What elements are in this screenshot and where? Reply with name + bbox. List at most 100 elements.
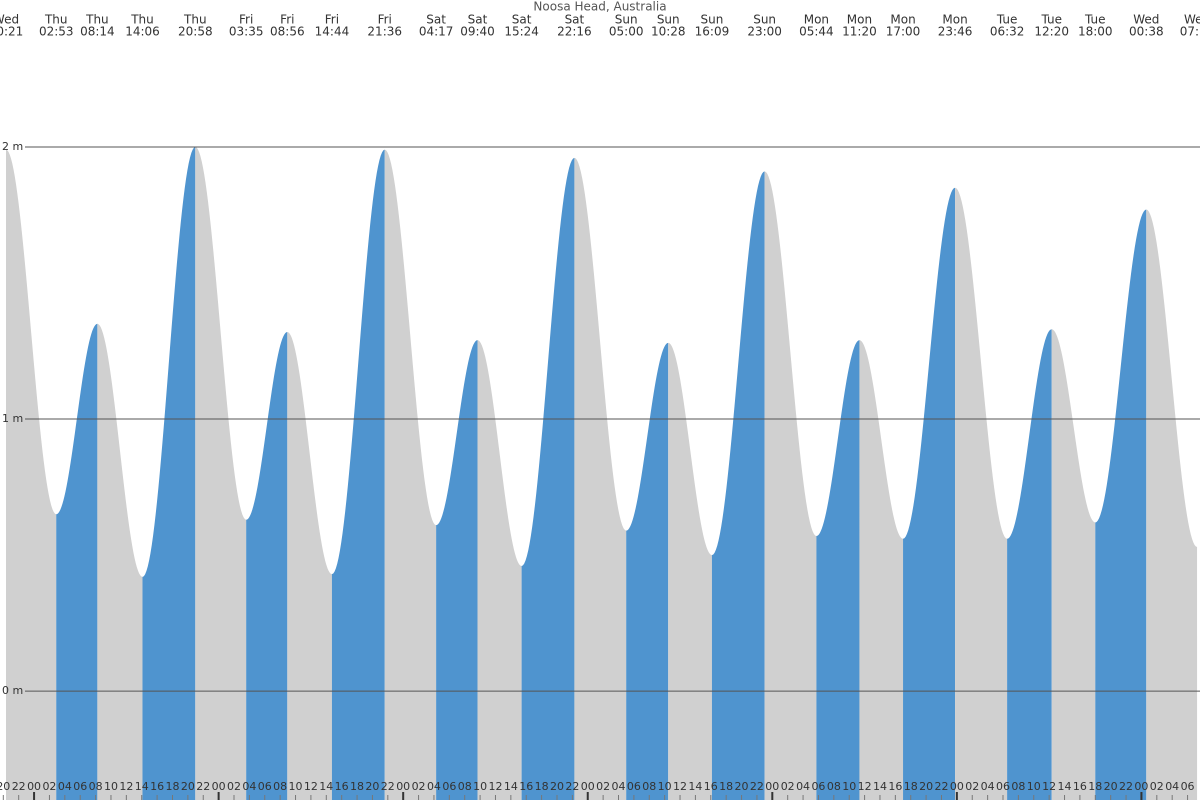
hour-label: 16 (704, 780, 718, 793)
event-time: 11:20 (842, 25, 877, 39)
event-day: Wed (1133, 13, 1159, 27)
hour-label: 04 (242, 780, 256, 793)
hour-label: 20 (365, 780, 379, 793)
event-day: Sat (565, 13, 585, 27)
event-time: 15:24 (504, 25, 539, 39)
hour-label: 02 (1150, 780, 1164, 793)
event-time: 05:44 (799, 25, 834, 39)
falling-area (195, 146, 247, 800)
hour-label: 16 (150, 780, 164, 793)
hour-label: 12 (858, 780, 872, 793)
hour-label: 12 (119, 780, 133, 793)
rising-area (626, 342, 669, 800)
hour-label: 12 (1042, 780, 1056, 793)
falling-area (384, 149, 437, 800)
event-day: Sun (701, 13, 724, 27)
falling-area (287, 331, 332, 800)
hour-label: 22 (934, 780, 948, 793)
event-day: Thu (44, 13, 68, 27)
event-day: Sat (512, 13, 532, 27)
falling-area (668, 342, 712, 800)
event-time: 08:14 (80, 25, 115, 39)
hour-label: 18 (165, 780, 179, 793)
hour-label: 00 (950, 780, 964, 793)
event-time: 20:58 (178, 25, 213, 39)
hour-label: 20 (1104, 780, 1118, 793)
event-day: Wed (0, 13, 19, 27)
event-time: 21:36 (367, 25, 402, 39)
event-day: Thu (85, 13, 109, 27)
event-day: Sat (468, 13, 488, 27)
hour-label: 16 (335, 780, 349, 793)
hour-label: 08 (458, 780, 472, 793)
rising-area (1007, 329, 1052, 800)
hour-label: 06 (996, 780, 1010, 793)
hour-label: 22 (565, 780, 579, 793)
hour-label: 20 (550, 780, 564, 793)
hour-label: 00 (1134, 780, 1148, 793)
hour-label: 08 (642, 780, 656, 793)
event-time: 22:16 (557, 25, 592, 39)
hour-label: 04 (427, 780, 441, 793)
event-time: 04:17 (419, 25, 454, 39)
hour-label: 10 (658, 780, 672, 793)
hour-label: 14 (873, 780, 887, 793)
hour-label: 14 (688, 780, 702, 793)
hour-label: 14 (1058, 780, 1072, 793)
falling-area (477, 340, 522, 800)
hour-label: 02 (596, 780, 610, 793)
hour-label: 18 (1088, 780, 1102, 793)
hour-label: 08 (89, 780, 103, 793)
hour-label: 14 (135, 780, 149, 793)
rising-area (246, 331, 288, 800)
hour-label: 06 (1181, 780, 1195, 793)
hour-label: 04 (796, 780, 810, 793)
hour-label: 18 (350, 780, 364, 793)
falling-area (574, 157, 627, 800)
hour-label: 02 (227, 780, 241, 793)
hour-label: 12 (673, 780, 687, 793)
event-time: 03:35 (229, 25, 264, 39)
rising-area (816, 340, 860, 800)
hour-label: 14 (504, 780, 518, 793)
event-time: 16:09 (695, 25, 730, 39)
rising-area (1095, 209, 1147, 800)
hour-label: 10 (1027, 780, 1041, 793)
rising-area (331, 149, 385, 800)
rising-area (711, 171, 765, 800)
event-day: Fri (378, 13, 392, 27)
hour-label: 08 (273, 780, 287, 793)
falling-area (859, 340, 904, 800)
y-tick-label: 0 m (2, 684, 23, 697)
overlay: 0 m1 m2 mWed20:21Thu02:53Thu08:14Thu14:0… (0, 13, 1200, 800)
event-day: Tue (996, 13, 1018, 27)
event-day: Tue (1084, 13, 1106, 27)
hour-label: 08 (1011, 780, 1025, 793)
y-tick-label: 1 m (2, 412, 23, 425)
hour-label: 18 (535, 780, 549, 793)
event-time: 14:44 (315, 25, 350, 39)
event-day: Sun (657, 13, 680, 27)
hour-label: 10 (473, 780, 487, 793)
hour-label: 14 (319, 780, 333, 793)
hour-label: 20 (919, 780, 933, 793)
event-day: Fri (280, 13, 294, 27)
hour-label: 06 (258, 780, 272, 793)
falling-area (6, 149, 57, 800)
event-day: Mon (942, 13, 967, 27)
event-day: Fri (325, 13, 339, 27)
hour-label: 22 (1119, 780, 1133, 793)
hour-label: 06 (442, 780, 456, 793)
hour-label: 22 (196, 780, 210, 793)
event-time: 08:56 (270, 25, 305, 39)
hour-label: 18 (719, 780, 733, 793)
hour-label: 04 (981, 780, 995, 793)
falling-area (764, 171, 817, 800)
hour-label: 06 (73, 780, 87, 793)
event-day: Tue (1040, 13, 1062, 27)
event-day: Sun (753, 13, 776, 27)
event-time: 18:00 (1078, 25, 1113, 39)
rising-area (56, 323, 98, 800)
hour-label: 16 (888, 780, 902, 793)
